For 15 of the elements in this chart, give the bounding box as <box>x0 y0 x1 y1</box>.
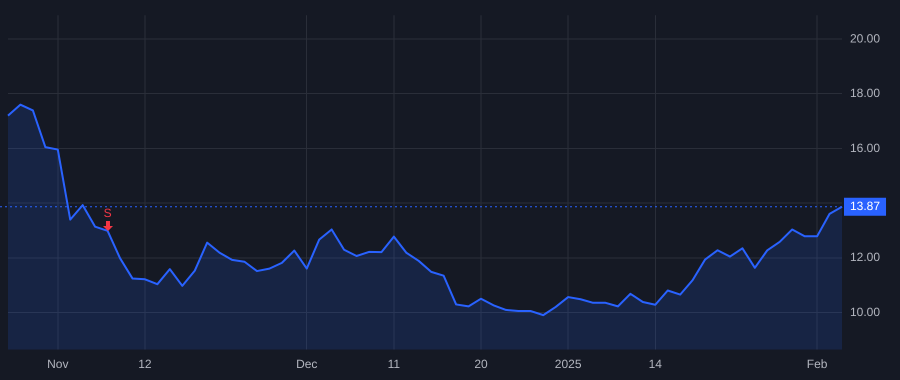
ref-line-label: 13.87 <box>850 199 880 214</box>
x-tick-label: 11 <box>388 357 400 372</box>
annotation: S <box>104 206 112 220</box>
y-tick-label: 10.00 <box>850 304 880 319</box>
y-tick-label: 20.00 <box>850 31 880 46</box>
y-tick-label: 18.00 <box>850 86 880 100</box>
x-tick-label: 14 <box>648 357 662 372</box>
x-tick-label: Nov <box>47 357 68 372</box>
x-tick-label: 20 <box>474 357 488 372</box>
x-tick-label: 2025 <box>554 357 582 372</box>
y-tick-label: 12.00 <box>850 250 880 264</box>
x-tick-label: Dec <box>296 357 318 372</box>
x-tick-label: Feb <box>806 357 828 372</box>
y-tick-label: 16.00 <box>850 140 880 155</box>
x-tick-label: 12 <box>138 357 152 372</box>
